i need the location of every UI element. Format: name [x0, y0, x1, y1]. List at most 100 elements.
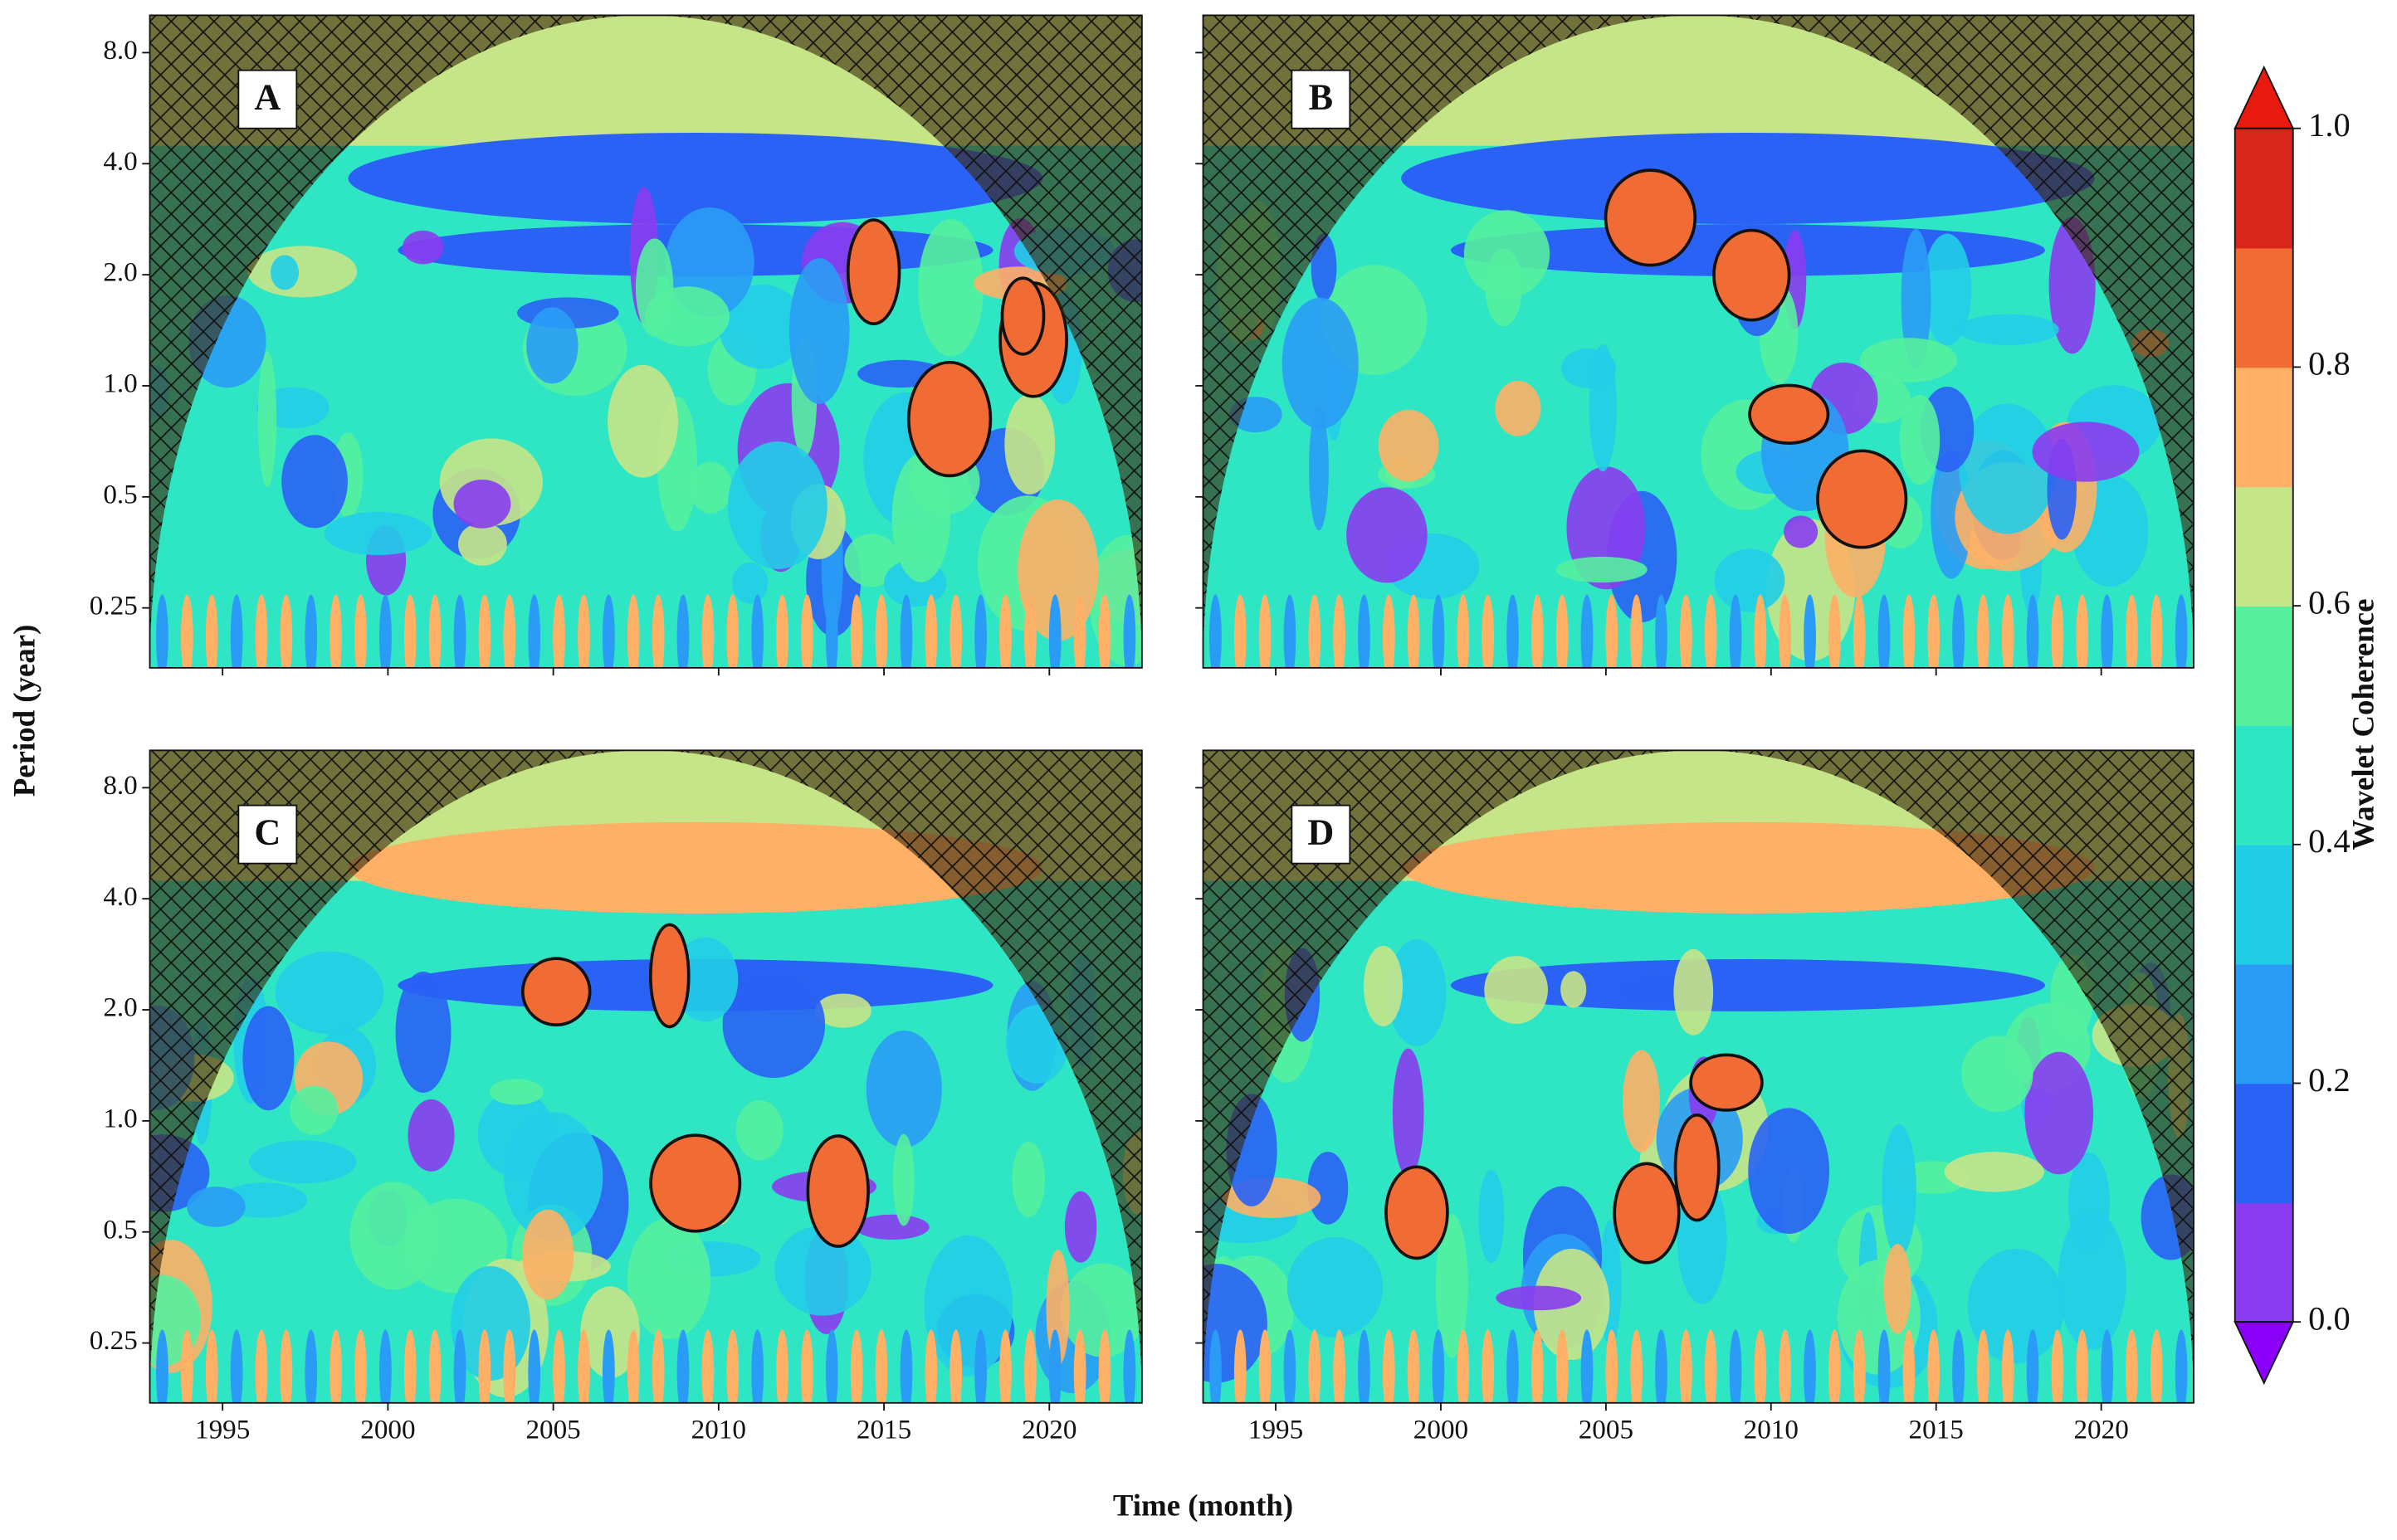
panel-label-box: [237, 69, 298, 129]
field-blob: [1589, 344, 1617, 472]
field-blob: [281, 435, 348, 529]
field-blob: [1484, 956, 1548, 1024]
field-streak: [627, 594, 640, 668]
field-streak: [900, 594, 913, 668]
field-blob: [242, 1006, 295, 1111]
x-tick-label: 2015: [1909, 1414, 1964, 1445]
field-streak: [354, 1329, 367, 1403]
field-blob: [271, 255, 300, 290]
field-streak: [875, 594, 888, 668]
colorbar-tick-label: 0.6: [2308, 583, 2351, 621]
field-streak: [1580, 594, 1594, 668]
field-streak: [1506, 1329, 1519, 1403]
significant-region: [906, 360, 993, 478]
field-streak: [156, 1329, 168, 1403]
field-blob: [732, 563, 769, 604]
field-streak: [1605, 1329, 1618, 1403]
colorbar-band: [2234, 1083, 2293, 1204]
field-blob: [1435, 1214, 1468, 1358]
field-streak: [255, 1329, 268, 1403]
y-tick-label: 1.0: [103, 1103, 137, 1133]
field-streak: [2051, 1329, 2064, 1403]
field-streak: [156, 594, 168, 668]
field-blob: [1673, 948, 1714, 1036]
field-streak: [1123, 594, 1136, 668]
field-blob: [1064, 1191, 1097, 1263]
field-blob: [395, 971, 452, 1094]
field-streak: [330, 1329, 343, 1403]
field-streak: [1630, 594, 1643, 668]
field-streak: [1902, 594, 1916, 668]
field-streak: [1704, 1329, 1717, 1403]
field-blob: [247, 246, 358, 298]
field-streak: [652, 594, 665, 668]
x-tick-label: 2010: [1744, 1414, 1799, 1445]
field-streak: [602, 594, 615, 668]
field-streak: [1704, 594, 1717, 668]
field-streak: [305, 1329, 318, 1403]
field-streak: [503, 1329, 516, 1403]
field-blob: [489, 1079, 544, 1105]
field-streak: [1655, 594, 1667, 668]
field-blob: [735, 1100, 784, 1161]
significant-region: [1604, 168, 1697, 267]
x-tick-label: 2015: [857, 1414, 911, 1445]
field-streak: [354, 594, 367, 668]
field-blob: [1714, 548, 1785, 612]
field-streak: [825, 1329, 838, 1403]
significant-region: [1613, 1162, 1681, 1265]
field-streak: [1358, 1329, 1370, 1403]
field-streak: [180, 1329, 193, 1403]
field-streak: [900, 1329, 913, 1403]
field-streak: [726, 1329, 740, 1403]
field-streak: [974, 594, 987, 668]
field-streak: [1828, 594, 1841, 668]
y-axis-label: Period (year): [7, 625, 41, 797]
field-streak: [1779, 1329, 1792, 1403]
x-tick-label: 1995: [1248, 1414, 1303, 1445]
field-blob: [402, 230, 444, 265]
field-streak: [1407, 1329, 1420, 1403]
field-streak: [2076, 1329, 2089, 1403]
panel-frame: [1202, 14, 2194, 669]
field-streak: [1754, 1329, 1767, 1403]
panel-label-box: [1291, 69, 1351, 129]
x-tick-label: 2020: [2073, 1414, 2128, 1445]
field-streak: [1729, 594, 1742, 668]
field-blob: [1401, 821, 2095, 914]
field-blob: [348, 132, 1043, 225]
field-blob: [275, 951, 384, 1035]
field-blob: [918, 219, 984, 357]
field-blob: [728, 441, 827, 569]
y-tick-label: 0.5: [103, 1214, 137, 1245]
field-blob: [1392, 1048, 1424, 1177]
field-streak: [1530, 1329, 1544, 1403]
significant-region: [1384, 1165, 1449, 1260]
field-blob: [1496, 1285, 1582, 1311]
field-streak: [1407, 594, 1420, 668]
panel-frame: [149, 14, 1143, 669]
field-streak: [1209, 594, 1222, 668]
y-tick-label: 4.0: [103, 881, 137, 912]
field-streak: [751, 1329, 764, 1403]
field-blob: [1901, 228, 1931, 370]
panel-frame: [149, 749, 1143, 1404]
field-streak: [1123, 1329, 1136, 1403]
field-blob: [1495, 380, 1541, 436]
field-streak: [1530, 594, 1544, 668]
field-streak: [1977, 1329, 1989, 1403]
field-streak: [2051, 594, 2064, 668]
field-blob: [1346, 487, 1428, 583]
field-blob: [2024, 1051, 2094, 1175]
x-tick-label: 2005: [1579, 1414, 1633, 1445]
colorbar-tick-label: 0.8: [2308, 345, 2351, 383]
field-blob: [608, 364, 678, 478]
field-blob: [187, 1187, 246, 1227]
field-blob: [1899, 395, 1941, 485]
field-streak: [528, 1329, 541, 1403]
field-streak: [230, 594, 243, 668]
field-blob: [1478, 1169, 1505, 1264]
field-blob: [1560, 971, 1587, 1008]
field-streak: [2101, 594, 2113, 668]
y-tick-label: 1.0: [103, 368, 137, 399]
